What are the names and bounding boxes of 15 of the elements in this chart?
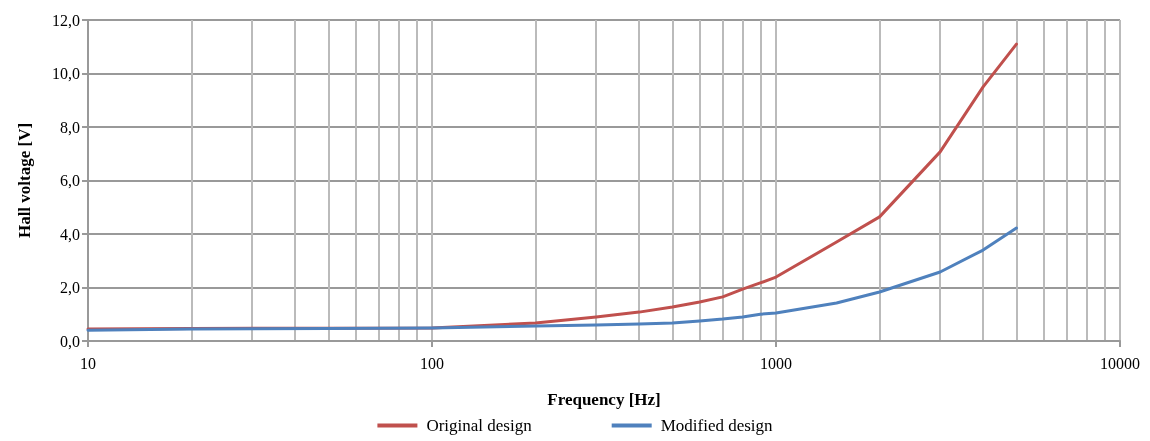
y-tick-label: 2,0: [60, 279, 80, 296]
x-tick-label: 100: [420, 354, 444, 372]
x-axis-title: Frequency [Hz]: [547, 390, 661, 409]
y-tick-label: 0,0: [60, 332, 80, 350]
x-tick-label: 10000: [1100, 354, 1140, 372]
y-tick-label: 10,0: [52, 65, 80, 82]
y-tick-label: 4,0: [60, 225, 80, 243]
x-tick-label: 10: [80, 354, 96, 372]
y-tick-label: 8,0: [60, 118, 80, 136]
y-axis-title: Hall voltage [V]: [15, 122, 34, 239]
y-tick-label: 6,0: [60, 172, 80, 189]
y-tick-label: 12,0: [52, 11, 80, 29]
legend-label: Modified design: [660, 416, 774, 435]
x-tick-label: 1000: [760, 354, 792, 372]
legend-label: Original design: [426, 416, 533, 435]
